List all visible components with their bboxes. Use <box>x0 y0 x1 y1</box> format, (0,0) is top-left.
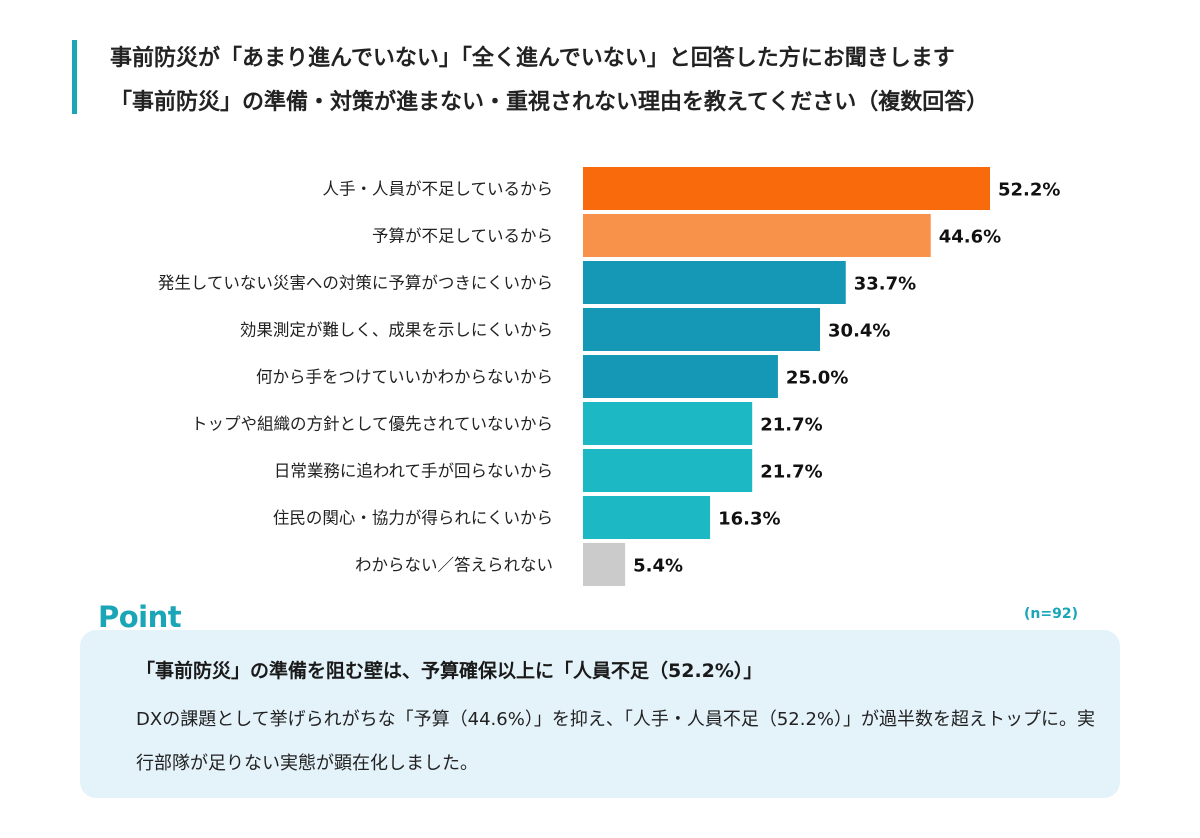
category-label-9: わからない／答えられない <box>355 556 553 575</box>
bar-3 <box>583 261 846 304</box>
category-label-4: 効果測定が難しく、成果を示しにくいから <box>240 321 553 340</box>
value-label-4: 30.4% <box>828 321 890 342</box>
bar-6 <box>583 402 753 445</box>
category-label-7: 日常業務に追われて手が回らないから <box>274 462 553 481</box>
bar-5 <box>583 355 778 398</box>
category-label-5: 何から手をつけていいかわからないから <box>256 368 553 387</box>
value-label-1: 52.2% <box>998 180 1060 201</box>
category-label-8: 住民の関心・協力が得られにくいから <box>273 509 553 528</box>
title-line-2: 「事前防災」の準備・対策が進まない・重視されない理由を教えてください（複数回答） <box>110 90 989 115</box>
point-box: 「事前防災」の準備を阻む壁は、予算確保以上に「人員不足（52.2%）」 DXの課… <box>80 630 1120 798</box>
bar-7 <box>583 449 753 492</box>
bar-1 <box>583 167 990 210</box>
bar-8 <box>583 496 711 539</box>
value-label-6: 21.7% <box>760 415 822 436</box>
value-label-5: 25.0% <box>786 368 848 389</box>
value-label-3: 33.7% <box>854 274 916 295</box>
point-title: Point <box>98 600 182 634</box>
bar-9 <box>583 543 626 586</box>
bar-chart: 人手・人員が不足しているから 52.2% 予算が不足しているから 44.6% 発生してい… <box>158 167 1060 586</box>
value-label-2: 44.6% <box>939 227 1001 248</box>
value-label-7: 21.7% <box>760 462 822 483</box>
title-line-1: 事前防災が「あまり進んでいない」「全く進んでいない」と回答した方にお聞きします <box>110 46 955 71</box>
value-label-9: 5.4% <box>633 556 683 577</box>
sample-size-note: (n=92) <box>1024 606 1078 622</box>
value-label-8: 16.3% <box>718 509 780 530</box>
category-label-1: 人手・人員が不足しているから <box>322 180 553 199</box>
bar-2 <box>583 214 931 257</box>
bar-4 <box>583 308 821 351</box>
category-label-3: 発生していない災害への対策に予算がつきにくいから <box>158 274 553 293</box>
category-label-2: 予算が不足しているから <box>372 227 553 246</box>
category-label-6: トップや組織の方針として優先されていないから <box>191 415 553 434</box>
title-accent-bar <box>72 40 77 114</box>
point-headline: 「事前防災」の準備を阻む壁は、予算確保以上に「人員不足（52.2%）」 <box>136 660 763 682</box>
point-body: DXの課題として挙げられがちな「予算（44.6%）」を抑え、「人手・人員不足（5… <box>136 709 1096 774</box>
